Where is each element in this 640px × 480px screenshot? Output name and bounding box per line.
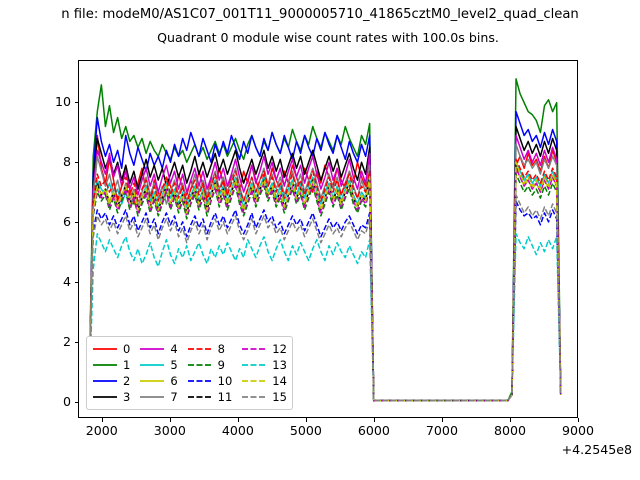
- legend-entry-4[interactable]: 4: [139, 341, 178, 357]
- series-line-15: [88, 194, 562, 402]
- legend-entry-3[interactable]: 3: [92, 389, 130, 405]
- legend-entry-2[interactable]: 2: [92, 373, 130, 389]
- legend-label-8: 8: [217, 341, 225, 356]
- legend-swatch-11: [187, 396, 212, 398]
- legend-label-2: 2: [123, 373, 131, 388]
- legend-label-6: 6: [170, 373, 178, 388]
- x-tick-mark: [373, 418, 375, 422]
- legend-entry-6[interactable]: 6: [139, 373, 178, 389]
- x-tick-mark: [237, 418, 239, 422]
- legend-entry-9[interactable]: 9: [187, 357, 233, 373]
- legend-swatch-6: [140, 380, 165, 382]
- legend-label-10: 10: [217, 373, 233, 388]
- legend-entry-5[interactable]: 5: [139, 357, 178, 373]
- figure-suptitle: n file: modeM0/AS1C07_001T11_9000005710_…: [0, 5, 640, 25]
- x-tick-mark: [441, 418, 444, 422]
- legend-label-12: 12: [272, 341, 287, 356]
- y-tick-label: 0: [62, 393, 71, 409]
- x-tick-label: 3000: [153, 423, 186, 438]
- x-tick-label: 5000: [289, 423, 322, 438]
- x-axis-offset-label: +4.2545e8: [561, 442, 632, 457]
- legend-label-15: 15: [272, 389, 287, 404]
- legend-entry-1[interactable]: 1: [92, 357, 130, 373]
- chart-legend[interactable]: 0 1 2 3 4 5 6 7 8 9 10 11 12 13 14 15: [86, 336, 293, 410]
- plot-canvas: [88, 78, 562, 402]
- legend-swatch-5: [140, 364, 165, 366]
- legend-entry-8[interactable]: 8: [187, 341, 233, 357]
- x-tick-mark: [509, 418, 512, 422]
- legend-label-5: 5: [170, 357, 178, 372]
- legend-label-13: 13: [272, 357, 287, 372]
- legend-swatch-2: [93, 380, 117, 382]
- y-tick-label: 4: [62, 273, 71, 289]
- legend-swatch-3: [93, 396, 117, 398]
- suptitle-text: n file: modeM0/AS1C07_001T11_9000005710_…: [61, 7, 579, 22]
- x-tick-mark: [169, 418, 171, 422]
- legend-swatch-12: [242, 348, 267, 350]
- y-tick-mark: [74, 221, 78, 223]
- legend-swatch-7: [140, 396, 165, 398]
- x-tick-label: 2000: [85, 423, 118, 438]
- legend-entry-10[interactable]: 10: [187, 373, 233, 389]
- y-tick-mark: [74, 161, 78, 163]
- y-tick-mark: [74, 281, 78, 283]
- x-tick-label: 4000: [221, 423, 254, 438]
- y-tick-mark: [74, 101, 78, 104]
- legend-label-3: 3: [123, 389, 131, 404]
- legend-swatch-8: [187, 348, 212, 350]
- x-tick-label: 8000: [493, 423, 526, 438]
- legend-swatch-9: [187, 364, 212, 366]
- y-tick-mark: [74, 401, 78, 403]
- legend-entry-12[interactable]: 12: [241, 341, 287, 357]
- x-tick-label: 9000: [561, 423, 595, 438]
- legend-swatch-10: [187, 380, 212, 382]
- legend-swatch-13: [242, 364, 267, 366]
- legend-label-7: 7: [170, 389, 178, 404]
- y-tick-mark: [74, 341, 78, 343]
- legend-entry-14[interactable]: 14: [241, 373, 287, 389]
- legend-entry-7[interactable]: 7: [139, 389, 178, 405]
- legend-entry-0[interactable]: 0: [92, 341, 130, 357]
- legend-label-9: 9: [217, 357, 225, 372]
- legend-swatch-15: [242, 396, 267, 398]
- chart-title: Quadrant 0 module wise count rates with …: [157, 30, 499, 45]
- x-tick-label: 6000: [357, 423, 390, 438]
- legend-swatch-4: [140, 348, 165, 350]
- legend-grid: 0 1 2 3 4 5 6 7 8 9 10 11 12 13 14 15: [92, 341, 287, 405]
- legend-label-0: 0: [123, 341, 131, 356]
- legend-label-4: 4: [170, 341, 178, 356]
- y-tick-label: 8: [62, 153, 71, 169]
- y-tick-label: 6: [62, 213, 71, 229]
- legend-swatch-14: [242, 380, 267, 382]
- x-tick-mark: [101, 418, 103, 422]
- legend-entry-13[interactable]: 13: [241, 357, 287, 373]
- legend-label-14: 14: [272, 373, 287, 388]
- x-tick-mark: [305, 418, 307, 422]
- legend-label-11: 11: [217, 389, 233, 404]
- y-tick-label: 2: [62, 333, 71, 349]
- legend-swatch-1: [93, 364, 117, 366]
- y-tick-label: 10: [54, 93, 71, 109]
- x-tick-label: 7000: [425, 423, 458, 438]
- legend-label-1: 1: [123, 357, 131, 372]
- legend-swatch-0: [93, 348, 117, 350]
- x-tick-mark: [578, 418, 580, 422]
- legend-entry-15[interactable]: 15: [241, 389, 287, 405]
- legend-entry-11[interactable]: 11: [187, 389, 233, 405]
